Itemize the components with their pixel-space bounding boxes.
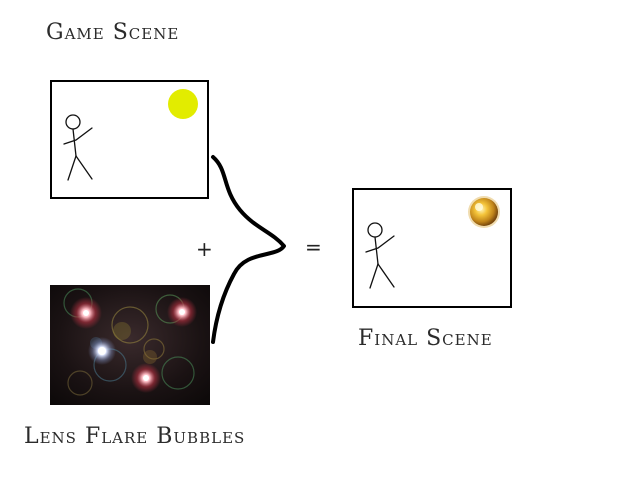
game-scene-caption: Game Scene (46, 20, 179, 45)
stick-figure-icon (366, 223, 394, 288)
equals-operator: = (305, 235, 322, 259)
game-scene-panel (50, 80, 209, 199)
lens-flare-caption: Lens Flare Bubbles (24, 424, 245, 449)
final-scene-panel (352, 188, 512, 308)
lens-flare-image (50, 285, 210, 405)
stick-figure-icon (64, 115, 92, 180)
sun-icon (168, 89, 198, 119)
final-scene-caption: Final Scene (358, 326, 493, 351)
plus-operator: + (196, 237, 213, 261)
flare-sun-icon (468, 196, 500, 228)
